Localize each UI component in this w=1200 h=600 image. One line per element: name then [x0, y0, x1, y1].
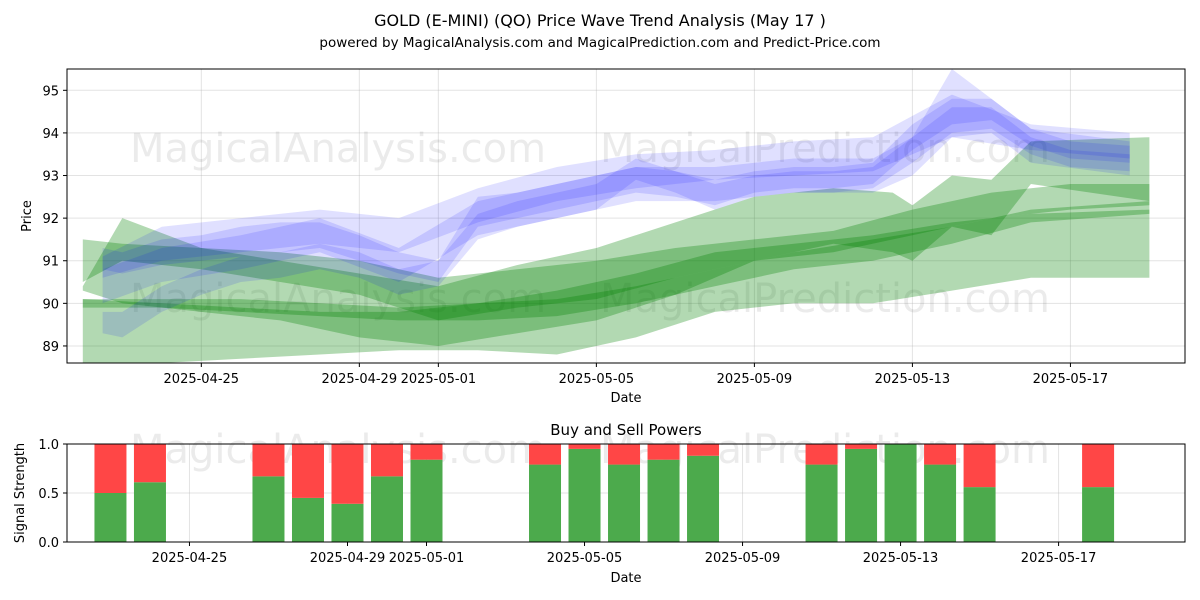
- signal-tick-label-x: 2025-05-09: [705, 551, 781, 566]
- price-tick-label-x: 2025-05-13: [875, 372, 951, 387]
- buy-bar: [370, 476, 403, 542]
- price-tick-label-x: 2025-05-09: [717, 372, 793, 387]
- sell-bar: [291, 444, 324, 498]
- sell-bar: [331, 444, 364, 504]
- price-tick-label-y: 94: [42, 127, 59, 142]
- sell-bar: [963, 444, 996, 488]
- signal-title: Buy and Sell Powers: [550, 421, 702, 439]
- price-tick-label-x: 2025-05-05: [559, 372, 635, 387]
- signal-tick-label-x: 2025-04-29: [310, 551, 386, 566]
- buy-bar: [252, 476, 285, 542]
- watermark-prediction-2: MagicalPrediction.com: [600, 276, 1050, 322]
- price-tick-label-y: 90: [42, 297, 59, 312]
- signal-tick-label-x: 2025-05-01: [389, 551, 465, 566]
- chart-subtitle: powered by MagicalAnalysis.com and Magic…: [319, 35, 880, 51]
- price-tick-label-x: 2025-04-25: [164, 372, 240, 387]
- green-trend-band: [82, 209, 1150, 363]
- price-ylabel: Price: [20, 200, 35, 232]
- buy-bar: [845, 448, 878, 542]
- green-trend-band: [82, 184, 1150, 321]
- sell-bar: [687, 444, 720, 456]
- buy-bar: [963, 487, 996, 542]
- signal-tick-label-y: 0.0: [38, 536, 59, 551]
- price-tick-label-x: 2025-05-01: [401, 372, 477, 387]
- buy-bar: [568, 448, 601, 542]
- sell-bar: [410, 444, 443, 460]
- price-watermarks: MagicalAnalysis.com MagicalPrediction.co…: [130, 126, 1050, 322]
- green-trend-band: [82, 201, 1150, 321]
- signal-tick-label-x: 2025-05-05: [547, 551, 623, 566]
- price-tick-label-y: 92: [42, 212, 59, 227]
- signal-tick-label-x: 2025-05-17: [1021, 551, 1097, 566]
- price-tick-label-y: 89: [42, 340, 59, 355]
- blue-wave-band: [102, 69, 1130, 304]
- buy-bar: [687, 455, 720, 542]
- sell-bar: [370, 444, 403, 477]
- price-grid: [67, 69, 1185, 363]
- price-ticks: 2025-04-25 2025-04-29 2025-05-01 2025-05-05…: [42, 84, 1108, 387]
- signal-tick-label-x: 2025-04-25: [152, 551, 228, 566]
- buy-bar: [924, 464, 957, 542]
- sell-bar: [252, 444, 285, 477]
- buy-bar: [608, 464, 641, 542]
- price-xlabel: Date: [610, 391, 641, 406]
- chart-title: GOLD (E-MINI) (QO) Price Wave Trend Anal…: [374, 11, 826, 30]
- price-tick-label-x: 2025-04-29: [322, 372, 398, 387]
- signal-xlabel: Date: [610, 571, 641, 586]
- buy-bar: [1082, 487, 1115, 542]
- green-trend-band: [82, 137, 1150, 346]
- watermark-prediction: MagicalPrediction.com: [600, 126, 1050, 172]
- watermark-analysis-2: MagicalAnalysis.com: [130, 276, 546, 322]
- buy-bar: [884, 444, 917, 542]
- signal-tick-label-x: 2025-05-13: [863, 551, 939, 566]
- price-tick-label-y: 95: [42, 84, 59, 99]
- price-plot-frame: [67, 69, 1185, 363]
- sell-bar: [924, 444, 957, 465]
- signal-ylabel: Signal Strength: [13, 443, 28, 543]
- signal-ticks: 2025-04-25 2025-04-29 2025-05-01 2025-05-05…: [38, 438, 1096, 566]
- buy-bar: [331, 503, 364, 542]
- blue-wave-band: [102, 98, 1130, 282]
- sell-bar: [845, 444, 878, 449]
- price-bands: [82, 69, 1150, 363]
- sell-bar: [568, 444, 601, 449]
- price-tick-label-x: 2025-05-17: [1033, 372, 1109, 387]
- buy-bar: [529, 464, 562, 542]
- sell-bar: [1082, 444, 1115, 488]
- buy-bar: [291, 497, 324, 542]
- buy-bar: [647, 459, 680, 542]
- price-tick-label-y: 93: [42, 170, 59, 185]
- sell-bar: [529, 444, 562, 465]
- price-panel: MagicalAnalysis.com MagicalPrediction.co…: [20, 68, 1186, 406]
- buy-bar: [410, 459, 443, 542]
- sell-bar: [133, 444, 166, 483]
- signal-panel: Buy and Sell Powers MagicalAnalysis.com …: [13, 421, 1186, 586]
- signal-tick-label-y: 0.5: [38, 487, 59, 502]
- buy-bar: [805, 464, 838, 542]
- blue-wave-band: [102, 94, 1130, 278]
- buy-bar: [133, 482, 166, 542]
- sell-bar: [805, 444, 838, 465]
- price-plot-border: [66, 68, 1186, 364]
- sell-bar: [608, 444, 641, 465]
- watermark-analysis: MagicalAnalysis.com: [130, 126, 546, 172]
- buy-bar: [94, 493, 127, 542]
- sell-bar: [647, 444, 680, 460]
- price-tick-label-y: 91: [42, 255, 59, 270]
- signal-tick-label-y: 1.0: [38, 438, 59, 453]
- signal-bars: [94, 444, 1115, 542]
- sell-bar: [94, 444, 127, 493]
